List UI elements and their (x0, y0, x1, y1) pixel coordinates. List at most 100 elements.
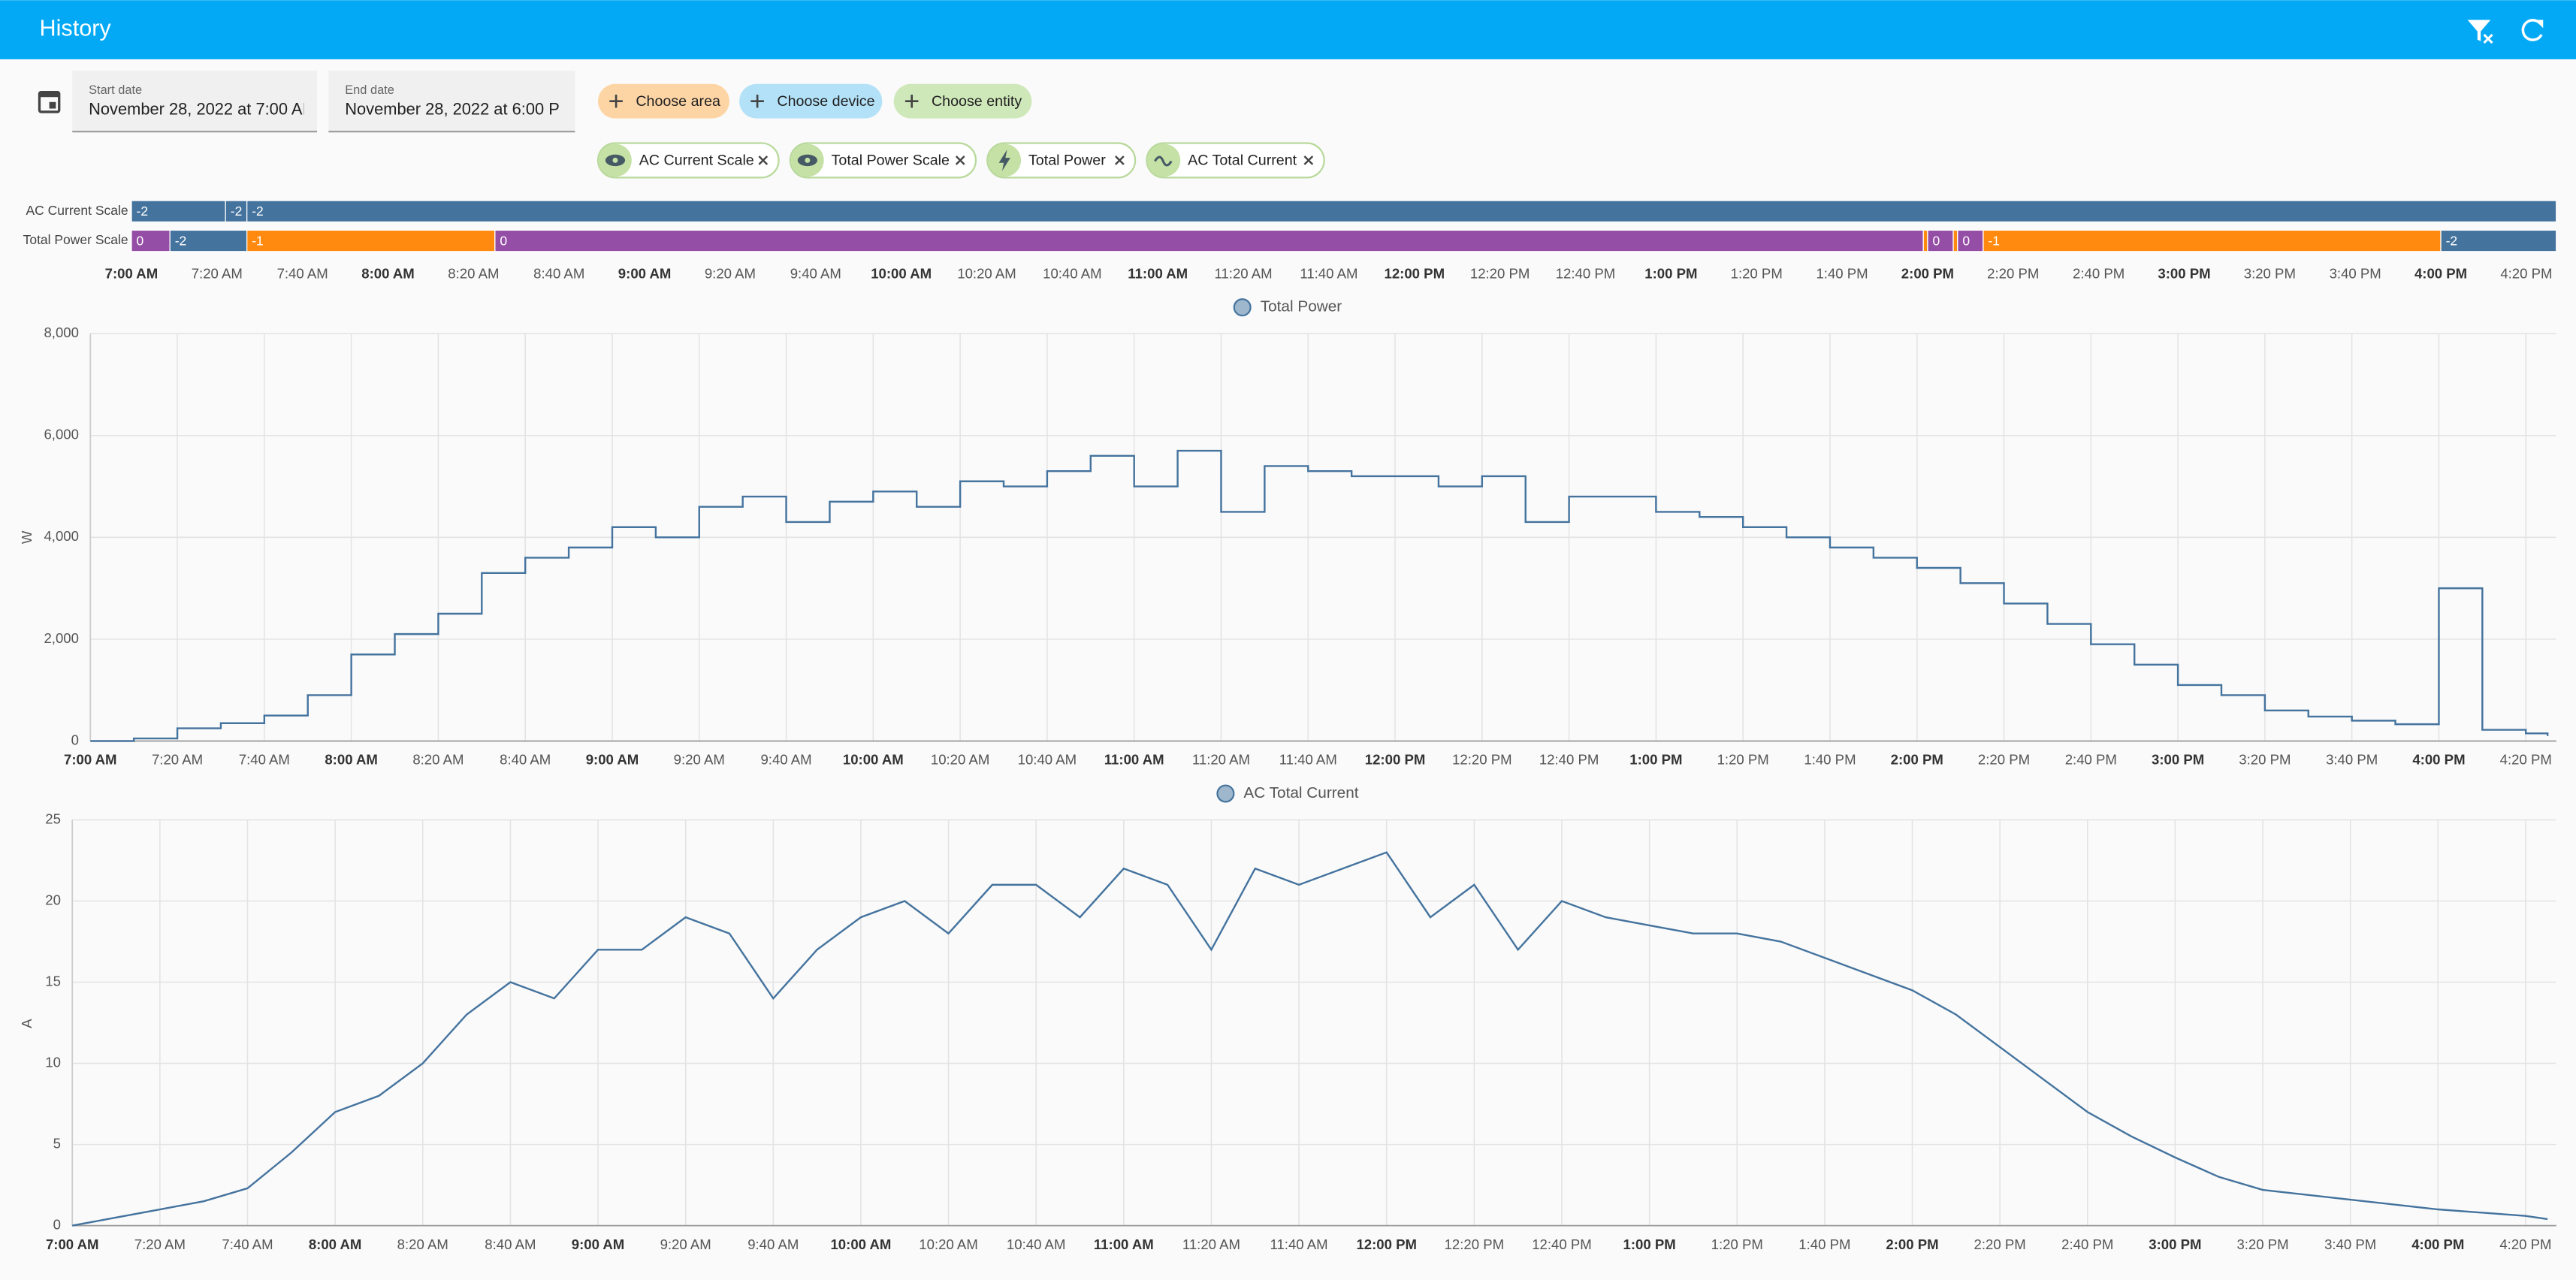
x-tick-label: 7:00 AM (46, 1236, 99, 1252)
x-tick-label: 3:00 PM (2149, 1236, 2201, 1252)
y-tick-label: 20 (45, 892, 61, 907)
legend-swatch (1216, 784, 1235, 803)
chooser-chip[interactable]: Choose device (739, 83, 883, 119)
x-tick-label: 1:40 PM (1816, 265, 1868, 281)
x-tick-label: 10:00 AM (871, 265, 932, 281)
x-tick-label: 2:00 PM (1891, 752, 1943, 768)
segment-label: -2 (137, 204, 149, 219)
x-tick-label: 10:20 AM (931, 752, 990, 768)
clear-filter-button[interactable] (2467, 20, 2493, 44)
timeline-segment (246, 229, 496, 252)
chip-outline (596, 142, 780, 179)
y-tick-label: 0 (71, 732, 79, 747)
timeline-segment (494, 229, 1924, 252)
x-tick-label: 3:40 PM (2324, 1236, 2376, 1252)
segment-label: -2 (175, 233, 187, 248)
field-value: November 28, 2022 at 6:00 PM (345, 100, 573, 119)
entity-chip[interactable]: AC Total Current (1146, 142, 1325, 179)
x-tick-label: 12:00 PM (1356, 1236, 1417, 1252)
entity-chip[interactable]: Total Power Scale (789, 142, 977, 179)
chip-bg (893, 83, 1032, 119)
timeline-segment (2440, 229, 2557, 252)
timeline-segment (131, 229, 171, 252)
x-tick-label: 1:00 PM (1629, 752, 1682, 768)
x-tick-label: 9:20 AM (705, 265, 756, 281)
chip-bg (598, 83, 729, 119)
x-tick-label: 8:40 AM (485, 1236, 536, 1252)
x-tick-label: 12:20 PM (1452, 752, 1512, 768)
remove-icon[interactable] (758, 155, 769, 165)
x-tick-label: 10:00 AM (843, 752, 904, 768)
x-tick-label: 3:40 PM (2330, 265, 2381, 281)
start-date-field[interactable]: Start date November 28, 2022 at 7:00 AM (72, 71, 318, 133)
plus-icon (904, 94, 919, 108)
legend-item[interactable]: Total Power (1233, 298, 1342, 317)
segment-label: -2 (231, 204, 243, 219)
segment-label: 0 (1932, 233, 1940, 248)
y-axis-label: A (19, 1019, 35, 1028)
chooser-chip[interactable]: Choose area (598, 83, 729, 119)
field-label: End date (345, 83, 394, 97)
x-tick-label: 1:40 PM (1804, 752, 1856, 768)
chooser-chip[interactable]: Choose entity (893, 83, 1032, 119)
x-tick-label: 9:00 AM (618, 265, 672, 281)
x-tick-label: 8:00 AM (325, 752, 378, 768)
x-tick-label: 8:00 AM (361, 265, 415, 281)
entity-chip[interactable]: AC Current Scale (596, 142, 780, 179)
x-tick-label: 7:40 AM (277, 265, 328, 281)
legend-label: AC Total Current (1243, 784, 1358, 802)
timeline-segment (246, 200, 2557, 223)
x-tick-label: 3:20 PM (2244, 265, 2296, 281)
entity-chip[interactable]: Total Power (986, 142, 1137, 179)
x-tick-label: 12:00 PM (1365, 752, 1426, 768)
x-tick-label: 11:20 AM (1215, 265, 1273, 281)
calendar-icon[interactable] (38, 91, 61, 113)
segment-label: -2 (2446, 233, 2458, 248)
x-tick-label: 7:00 AM (105, 265, 159, 281)
chip-label: Choose device (777, 93, 874, 110)
calendar-top (39, 92, 59, 98)
timeline-segment (169, 229, 248, 252)
chip-bg (739, 83, 883, 119)
x-tick-label: 4:00 PM (2411, 1236, 2464, 1252)
x-tick-label: 8:20 AM (397, 1236, 448, 1252)
x-tick-label: 4:20 PM (2500, 752, 2552, 768)
remove-icon[interactable] (1303, 155, 1314, 165)
legend-item[interactable]: AC Total Current (1216, 784, 1359, 803)
x-tick-label: 3:20 PM (2236, 1236, 2288, 1252)
calendar-day (49, 101, 56, 109)
x-tick-label: 4:20 PM (2499, 1236, 2551, 1252)
x-tick-label: 3:00 PM (2158, 265, 2210, 281)
page-title: History (39, 16, 111, 41)
x-tick-label: 9:40 AM (747, 1236, 799, 1252)
x-tick-label: 3:40 PM (2326, 752, 2378, 768)
x-tick-label: 2:00 PM (1901, 265, 1954, 281)
x-tick-label: 12:20 PM (1470, 265, 1530, 281)
remove-icon[interactable] (1115, 155, 1125, 165)
x-tick-label: 3:00 PM (2152, 752, 2204, 768)
refresh-icon (2521, 19, 2543, 41)
remove-icon[interactable] (955, 155, 965, 165)
y-tick-label: 0 (53, 1217, 61, 1233)
timeline-segment (1922, 229, 1928, 252)
y-tick-label: 25 (45, 811, 61, 826)
x-tick-label: 7:20 AM (192, 265, 243, 281)
x-tick-label: 7:20 AM (152, 752, 203, 768)
x-tick-label: 8:00 AM (309, 1236, 362, 1252)
timeline-row-label: AC Current Scale (26, 203, 128, 218)
end-date-field[interactable]: End date November 28, 2022 at 6:00 PM (328, 71, 575, 133)
eye-pupil (805, 157, 811, 163)
x-tick-label: 2:40 PM (2061, 1236, 2113, 1252)
x-tick-label: 1:20 PM (1717, 752, 1769, 768)
series-line (90, 449, 2549, 742)
x-tick-label: 12:20 PM (1445, 1236, 1505, 1252)
series-line (72, 851, 2548, 1227)
chip-label: Choose area (636, 93, 720, 110)
field-label: Start date (89, 83, 142, 97)
x-tick-label: 11:40 AM (1270, 1236, 1328, 1252)
x-tick-label: 11:00 AM (1094, 1236, 1154, 1252)
x-tick-label: 9:40 AM (790, 265, 841, 281)
legend-label: Total Power (1261, 298, 1342, 315)
x-tick-label: 1:00 PM (1623, 1236, 1676, 1252)
